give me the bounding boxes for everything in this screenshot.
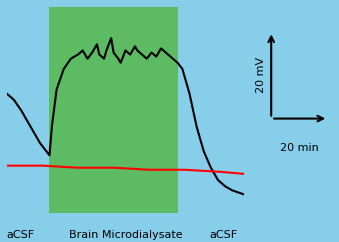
Text: aCSF: aCSF [6,230,34,240]
Text: 20 min: 20 min [280,143,319,153]
Text: aCSF: aCSF [210,230,238,240]
Text: 20 mV: 20 mV [256,57,265,93]
Text: Brain Microdialysate: Brain Microdialysate [68,230,182,240]
Bar [49,7,178,213]
